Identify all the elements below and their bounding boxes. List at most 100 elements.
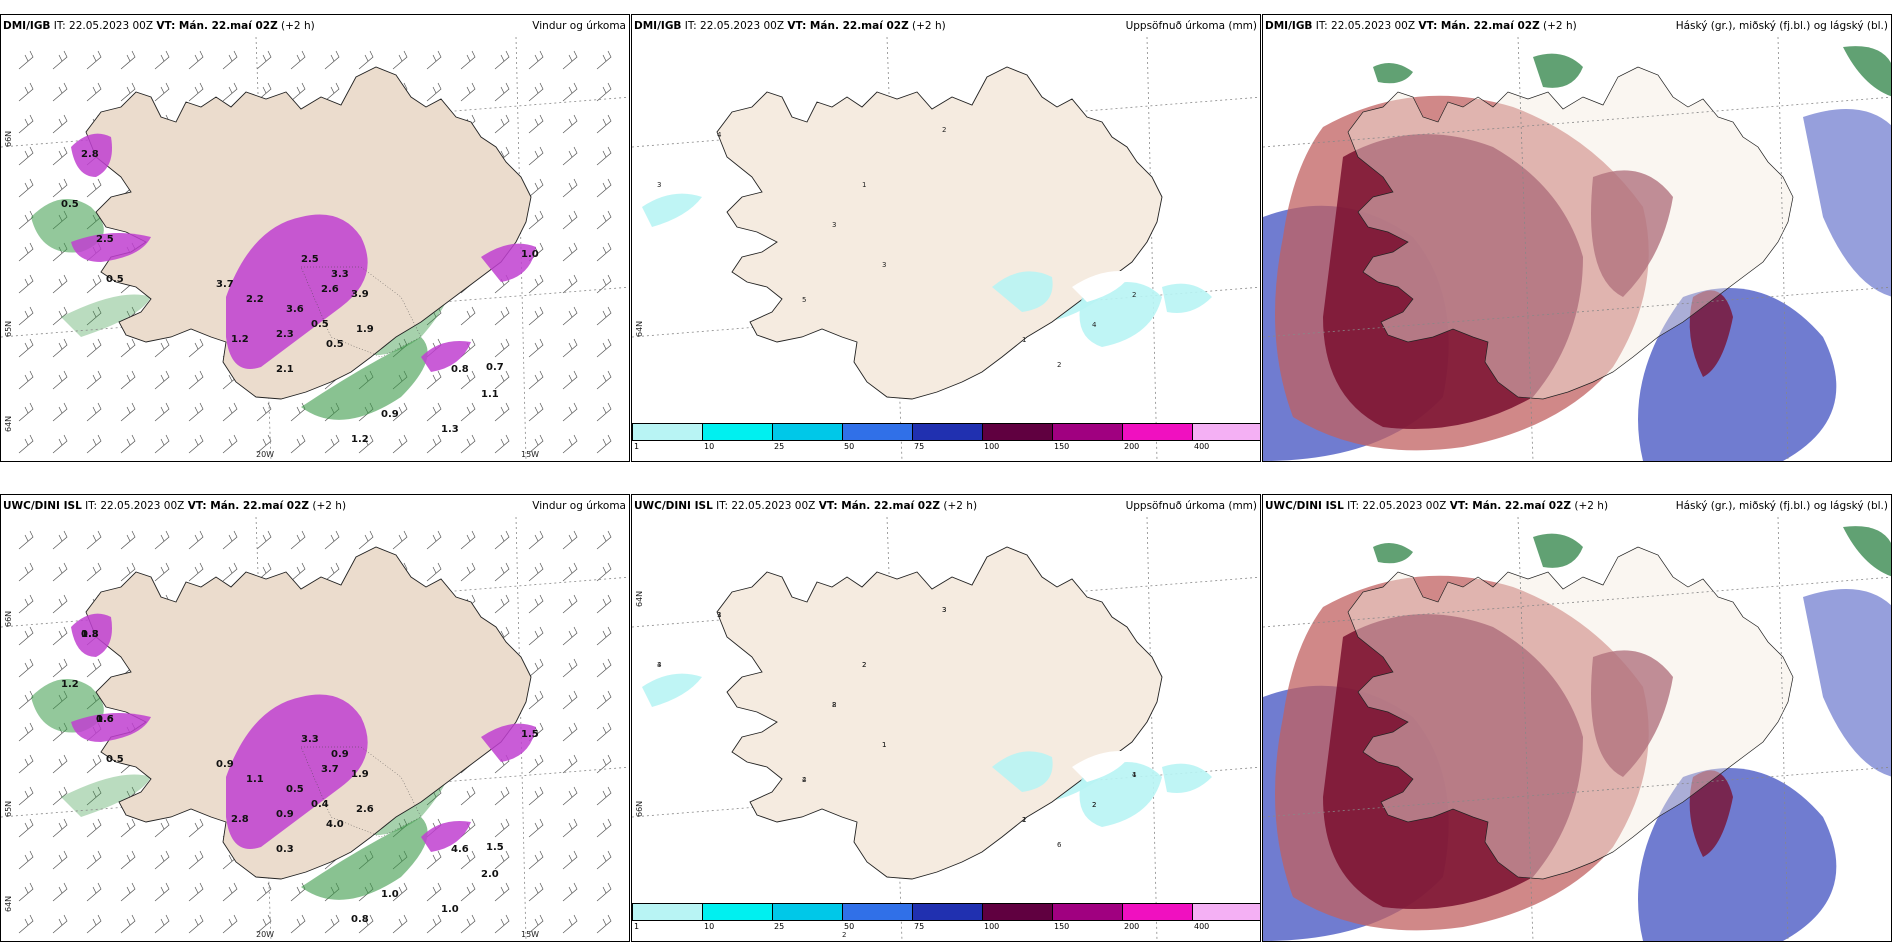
colorbar-tick: 100 xyxy=(984,442,1000,451)
value-label: 5 xyxy=(802,296,806,304)
graticule xyxy=(1263,37,1891,461)
colorbar-tick: 50 xyxy=(844,442,855,451)
colorbar-tick: 10 xyxy=(704,922,715,931)
colorbar-swatch xyxy=(842,423,912,441)
value-label: 1.2 xyxy=(231,334,249,345)
high-cloud-area xyxy=(1591,650,1673,777)
high-cloud-area xyxy=(1689,770,1733,857)
hatched-area xyxy=(300,266,422,358)
heavy-precip-area xyxy=(421,821,471,852)
init-time: IT: 22.05.2023 00Z xyxy=(81,500,188,512)
heavy-precip-area xyxy=(481,723,536,762)
colorbar: 1 10 25 50 75 100 150 200 400 xyxy=(632,903,1260,933)
colorbar-swatch xyxy=(772,903,842,921)
axis-label: 20W xyxy=(256,450,274,459)
colorbar-tick: 100 xyxy=(984,922,1000,931)
value-label: 2 xyxy=(1022,816,1026,824)
axis-label: 66N xyxy=(635,801,644,817)
colorbar-tick: 200 xyxy=(1124,442,1140,451)
value-label: 4.0 xyxy=(326,819,344,830)
heavy-precip-area xyxy=(71,133,112,177)
colorbar-tick: 50 xyxy=(844,922,855,931)
map-svg: 2.8 2.5 3.7 2.2 0.5 3.6 2.3 3.3 1.2 2.5 1.9 0.5 2.1 2… xyxy=(1,37,629,461)
precip-area xyxy=(642,673,702,707)
light-precip-area xyxy=(301,337,428,420)
colorbar-swatch xyxy=(912,423,982,441)
axis-label: 15W xyxy=(521,930,539,939)
panel-header: UWC/DINI ISL IT: 22.05.2023 00Z VT: Mán.… xyxy=(1263,495,1891,517)
map-panel-2: DMI/IGB IT: 22.05.2023 00Z VT: Mán. 22.m… xyxy=(631,14,1261,462)
map-svg: 4 3 3 2 1 3 5 4 2 1 2 64N xyxy=(632,37,1260,461)
colorbar-swatch xyxy=(982,423,1052,441)
value-label: 2.1 xyxy=(276,364,294,375)
colorbar-swatch xyxy=(1122,423,1192,441)
value-label: 8 xyxy=(832,701,836,709)
map-area: 1 3 2 3 2 1 4 2 4 1 6 2 3 4 8 3 2 1 2 2 1 2 66N 64N xyxy=(632,517,1260,941)
value-label: 0.8 xyxy=(351,914,369,925)
value-label: 4 xyxy=(717,131,722,139)
value-label: 2 xyxy=(862,661,866,669)
value-label: 6 xyxy=(1057,841,1062,849)
value-label: 0.8 xyxy=(451,364,469,375)
value-label: 3.3 xyxy=(331,269,349,280)
value-label: 2 xyxy=(1132,291,1136,299)
valid-time: VT: Mán. 22.maí 02Z xyxy=(187,500,310,512)
value-label: 2 xyxy=(862,661,866,669)
panel-title: Háský (gr.), miðský (fj.bl.) og lágský (… xyxy=(1675,20,1888,32)
colorbar-swatch xyxy=(702,423,772,441)
value-label: 4 xyxy=(1132,771,1137,779)
value-label: 1 xyxy=(882,741,886,749)
heavy-precip-area xyxy=(421,341,471,372)
value-label: 3.9 xyxy=(351,289,369,300)
value-label: 2.0 xyxy=(481,869,499,880)
value-label: 1.0 xyxy=(441,904,459,915)
value-label: 2.2 xyxy=(246,294,264,305)
colorbar-swatch xyxy=(702,903,772,921)
value-label: 4 xyxy=(802,776,807,784)
forecast-offset: (+2 h) xyxy=(1571,500,1609,512)
value-label: 3 xyxy=(942,606,946,614)
panel-header: UWC/DINI ISL IT: 22.05.2023 00Z VT: Mán.… xyxy=(632,495,1260,517)
value-label: 3 xyxy=(882,261,886,269)
axis-label: 66N xyxy=(4,131,13,147)
value-label: 1 xyxy=(882,741,886,749)
heavy-precip-area xyxy=(71,613,112,657)
map-svg: 0.8 0.6 0.9 1.1 0.4 0.5 0.9 0.9 2.8 3.3 2.6 4.0 0.3 3… xyxy=(1,517,629,941)
init-time: IT: 22.05.2023 00Z xyxy=(681,20,788,32)
axis-label: 65N xyxy=(4,321,13,337)
value-label: 0.9 xyxy=(216,759,234,770)
value-label: 4.6 xyxy=(451,844,469,855)
value-label: 0.5 xyxy=(286,784,304,795)
high-cloud-area xyxy=(1591,170,1673,297)
green-cloud-area xyxy=(1533,53,1583,88)
axis-label: 64N xyxy=(635,321,644,337)
valid-time: VT: Mán. 22.maí 02Z xyxy=(787,20,909,32)
map-area xyxy=(1263,37,1891,461)
ice-cap xyxy=(1072,751,1132,782)
precip-area xyxy=(992,751,1053,792)
value-label: 0.5 xyxy=(326,339,344,350)
value-label: 0.5 xyxy=(311,319,329,330)
model-label: DMI/IGB xyxy=(1265,20,1313,32)
valid-time: VT: Mán. 22.maí 02Z xyxy=(1449,500,1572,512)
init-time: IT: 22.05.2023 00Z xyxy=(50,20,157,32)
heavy-precip-area xyxy=(226,694,368,849)
iceland-landmass xyxy=(716,546,1163,880)
high-cloud-area xyxy=(1689,290,1733,377)
colorbar-swatch xyxy=(912,903,982,921)
value-label: 1.2 xyxy=(351,434,369,445)
value-label: 1.1 xyxy=(481,389,499,400)
panel-title: Háský (gr.), miðský (fj.bl.) og lágský (… xyxy=(1675,500,1888,512)
value-label: 0.9 xyxy=(331,749,349,760)
precip-area xyxy=(642,193,702,227)
value-label: 3 xyxy=(717,611,721,619)
colorbar-swatch xyxy=(772,423,842,441)
value-labels: 2.8 2.5 3.7 2.2 0.5 3.6 2.3 3.3 1.2 2.5 1.9 0.5 2.1 2… xyxy=(61,149,539,445)
axis-label: 64N xyxy=(635,591,644,607)
hatched-area xyxy=(300,746,422,838)
value-label: 0.7 xyxy=(486,362,504,373)
low-cloud-area xyxy=(1803,109,1891,297)
value-label: 2.6 xyxy=(356,804,374,815)
